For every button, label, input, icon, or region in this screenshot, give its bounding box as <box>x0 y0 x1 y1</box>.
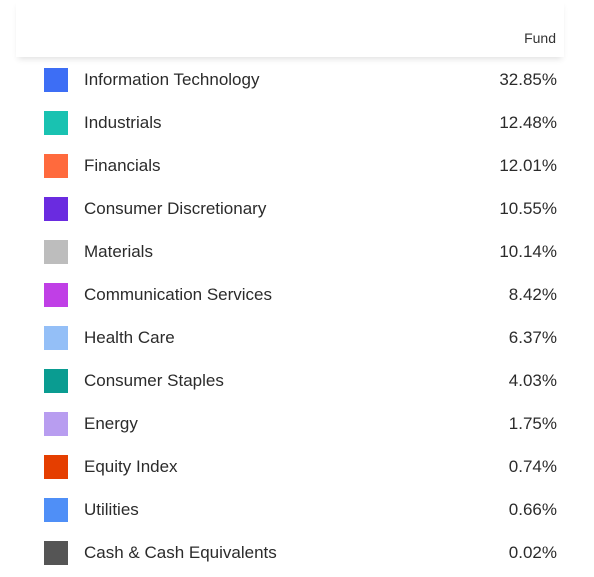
sector-weight: 0.02% <box>508 543 557 562</box>
sector-weight: 10.55% <box>499 199 557 218</box>
sector-name: Energy <box>84 414 138 433</box>
sector-name: Industrials <box>84 113 162 132</box>
sector-weight: 0.74% <box>508 457 557 476</box>
color-swatch <box>44 326 68 350</box>
sector-weight: 1.75% <box>508 414 557 433</box>
table-row: Industrials 12.48% <box>0 101 594 144</box>
color-swatch <box>44 283 68 307</box>
sector-name: Communication Services <box>84 285 273 304</box>
table-row: Energy 1.75% <box>0 402 594 445</box>
fund-column-header: Fund <box>524 30 556 46</box>
color-swatch <box>44 412 68 436</box>
table-row: Financials 12.01% <box>0 144 594 187</box>
sector-name: Information Technology <box>84 70 260 89</box>
color-swatch <box>44 111 68 135</box>
sector-name: Cash & Cash Equivalents <box>84 543 277 562</box>
sector-weight: 8.42% <box>508 285 557 304</box>
sector-name: Materials <box>84 242 153 261</box>
table-row: Consumer Staples 4.03% <box>0 359 594 402</box>
sector-name: Consumer Staples <box>84 371 224 390</box>
sector-weight: 6.37% <box>508 328 557 347</box>
sector-weight: 4.03% <box>508 371 557 390</box>
table-row: Equity Index 0.74% <box>0 445 594 488</box>
sector-name: Utilities <box>84 500 139 519</box>
color-swatch <box>44 240 68 264</box>
table-row: Communication Services 8.42% <box>0 273 594 316</box>
sector-name: Health Care <box>84 328 175 347</box>
table-row: Consumer Discretionary 10.55% <box>0 187 594 230</box>
sector-name: Equity Index <box>84 457 178 476</box>
sector-allocation-list: Information Technology 32.85% Industrial… <box>0 58 594 574</box>
color-swatch <box>44 68 68 92</box>
sector-weight: 32.85% <box>499 70 557 89</box>
table-row: Utilities 0.66% <box>0 488 594 531</box>
sector-weight: 10.14% <box>499 242 557 261</box>
table-row: Information Technology 32.85% <box>0 58 594 101</box>
table-row: Cash & Cash Equivalents 0.02% <box>0 531 594 574</box>
sector-weight: 12.01% <box>499 156 557 175</box>
table-header: Fund <box>16 0 564 57</box>
sector-name: Consumer Discretionary <box>84 199 267 218</box>
color-swatch <box>44 154 68 178</box>
color-swatch <box>44 197 68 221</box>
color-swatch <box>44 455 68 479</box>
sector-weight: 0.66% <box>508 500 557 519</box>
table-row: Materials 10.14% <box>0 230 594 273</box>
table-row: Health Care 6.37% <box>0 316 594 359</box>
color-swatch <box>44 498 68 522</box>
sector-weight: 12.48% <box>499 113 557 132</box>
color-swatch <box>44 369 68 393</box>
sector-name: Financials <box>84 156 161 175</box>
color-swatch <box>44 541 68 565</box>
